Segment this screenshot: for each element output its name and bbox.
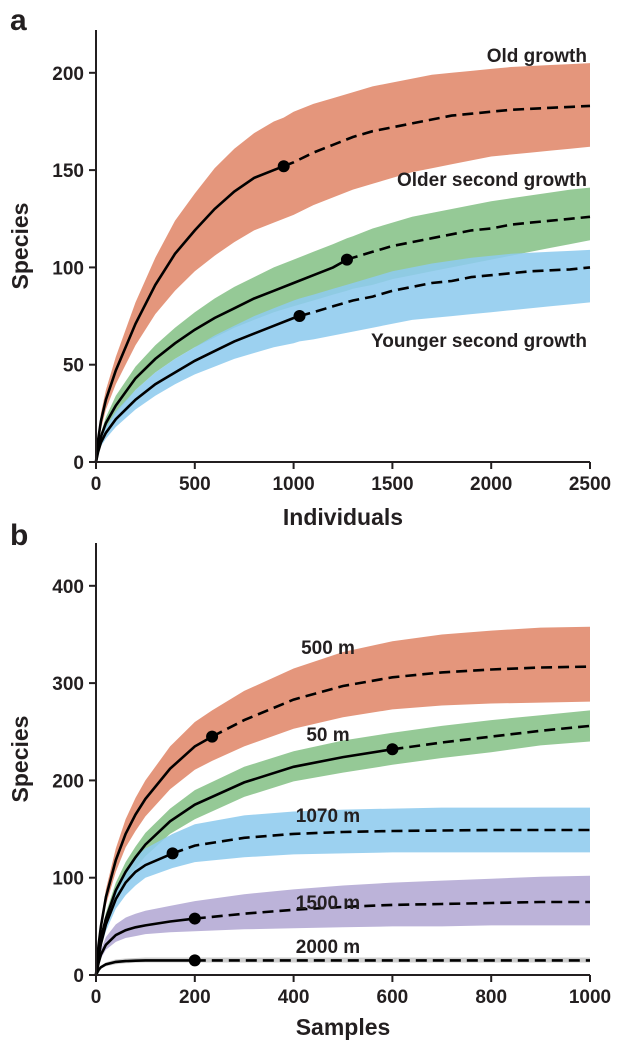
y-tick-label: 400 (52, 577, 84, 598)
x-tick-label: 1500 (371, 474, 413, 495)
y-tick-label: 100 (52, 258, 84, 279)
series-label-2000-m: 2000 m (296, 937, 360, 958)
y-axis-title: Species (7, 716, 33, 803)
x-tick-label: 2000 (470, 474, 512, 495)
x-tick-label: 1000 (569, 987, 611, 1008)
observed-point-50-m (386, 743, 399, 756)
x-tick-label: 200 (179, 987, 211, 1008)
extrapolated-curve-1500-m (194, 900, 590, 920)
band-500-m (96, 626, 590, 975)
extrapolated-curve-old-growth (283, 104, 591, 168)
rarefied-curve-older-second-growth (94, 258, 348, 463)
curves (94, 665, 591, 976)
x-tick-label: 500 (179, 474, 211, 495)
curves (94, 104, 591, 463)
y-tick-label: 0 (73, 966, 84, 987)
observed-point-old-growth (277, 160, 290, 173)
x-tick-label: 0 (91, 474, 102, 495)
rarefied-curve-old-growth (94, 164, 285, 463)
rarefied-curve-1070-m (94, 852, 174, 976)
y-tick-label: 150 (52, 161, 84, 182)
y-tick-label: 300 (52, 674, 84, 695)
x-tick-label: 600 (377, 987, 409, 1008)
band-1070-m (96, 807, 590, 975)
y-tick-label: 100 (52, 869, 84, 890)
observed-point-1070-m (166, 847, 179, 860)
panel-letter: b (10, 519, 28, 552)
rarefied-curve-2000-m (94, 959, 195, 976)
y-axis-title: Species (7, 203, 33, 290)
observed-point-younger-second-growth (293, 310, 306, 323)
band-1500-m (96, 875, 590, 975)
band-old-growth (96, 63, 590, 462)
rarefied-curve-50-m (94, 748, 393, 976)
y-tick-label: 50 (63, 356, 84, 377)
y-tick-label: 0 (73, 453, 84, 474)
confidence-bands (96, 626, 590, 975)
extrapolated-curve-500-m (211, 665, 591, 738)
series-labels: Old growth Older second growth Younger sec… (371, 46, 587, 352)
confidence-bands (96, 63, 590, 462)
observed-point-1500-m (188, 912, 201, 925)
rarefied-curve-younger-second-growth (94, 314, 300, 463)
panel-a: Old growth Older second growth Younger sec… (7, 4, 611, 530)
extrapolated-curve-1070-m (172, 828, 590, 855)
band-50-m (96, 710, 590, 975)
x-tick-label: 800 (475, 987, 507, 1008)
y-tick-label: 200 (52, 64, 84, 85)
extrapolated-curve-older-second-growth (346, 215, 591, 261)
x-tick-label: 2500 (569, 474, 611, 495)
series-label-older-second-growth: Older second growth (397, 170, 587, 191)
rarefied-curve-1500-m (94, 917, 195, 976)
observed-point-500-m (206, 730, 219, 743)
band-2000-m (96, 957, 590, 975)
x-tick-label: 1000 (272, 474, 314, 495)
series-label-500-m: 500 m (301, 638, 355, 659)
panel-b: 500 m 50 m 1070 m 1500 m 2000 m 0 200 400 600 800… (7, 519, 611, 1040)
band-younger-second-growth (96, 249, 590, 462)
series-label-50-m: 50 m (306, 725, 349, 746)
series-label-1070-m: 1070 m (296, 806, 360, 827)
series-label-old-growth: Old growth (487, 46, 587, 67)
x-axis-title: Individuals (283, 504, 403, 530)
x-axis-title: Samples (296, 1014, 391, 1040)
extrapolated-curve-younger-second-growth (299, 266, 591, 318)
band-older-second-growth (96, 187, 590, 462)
axes: 0 200 400 600 800 1000 0 100 200 300 400 (52, 543, 611, 1008)
x-tick-label: 0 (91, 987, 102, 1008)
rarefied-curve-500-m (94, 735, 213, 976)
observed-point-older-second-growth (340, 253, 353, 266)
series-label-younger-second-growth: Younger second growth (371, 331, 587, 352)
x-tick-label: 400 (278, 987, 310, 1008)
observed-point-2000-m (188, 954, 201, 967)
series-label-1500-m: 1500 m (296, 893, 360, 914)
series-labels: 500 m 50 m 1070 m 1500 m 2000 m (296, 638, 360, 958)
y-tick-label: 200 (52, 771, 84, 792)
panel-letter: a (10, 4, 27, 37)
axes: 0 500 1000 1500 2000 2500 0 50 100 150 200 (52, 30, 611, 495)
